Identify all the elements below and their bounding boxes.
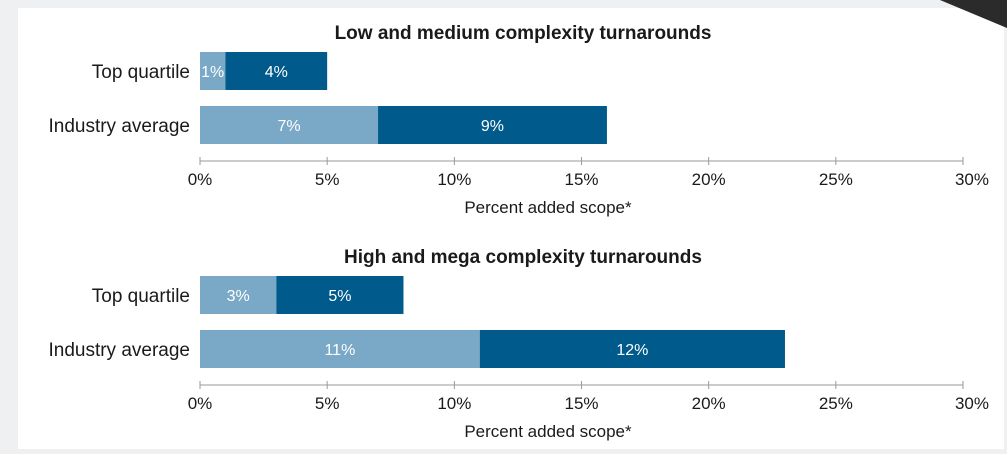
x-tick-label: 5% (315, 394, 340, 413)
bar-value-label: 5% (328, 288, 351, 305)
category-label: Industry average (48, 116, 190, 137)
x-axis-title: Percent added scope* (464, 198, 632, 217)
bar-value-label: 3% (227, 288, 250, 305)
x-tick-label: 0% (188, 394, 213, 413)
x-tick-label: 0% (188, 170, 213, 189)
bar-segment (200, 276, 277, 314)
bar-segment (225, 52, 328, 90)
bar-segment (200, 330, 480, 368)
x-tick-label: 15% (564, 170, 598, 189)
chart-title: Low and medium complexity turnarounds (335, 23, 712, 44)
bar-value-label: 7% (277, 118, 300, 135)
x-tick-label: 10% (437, 394, 471, 413)
x-tick-label: 25% (819, 170, 853, 189)
category-label: Top quartile (92, 62, 190, 83)
bar-segment (200, 52, 226, 90)
bar-value-label: 11% (324, 342, 355, 359)
chart-panel-2: High and mega complexity turnarounds Top … (48, 247, 989, 441)
category-label: Industry average (48, 340, 190, 361)
bar-segment (479, 330, 785, 368)
bar-value-label: 4% (265, 64, 288, 81)
bar-segment (378, 106, 607, 144)
bar-value-label: 1% (201, 64, 224, 81)
x-tick-label: 30% (955, 170, 989, 189)
chart-title: High and mega complexity turnarounds (344, 247, 702, 268)
bar-value-label: 9% (481, 118, 504, 135)
x-tick-label: 5% (315, 170, 340, 189)
bar-value-label: 12% (616, 342, 648, 359)
x-tick-label: 10% (437, 170, 471, 189)
category-label: Top quartile (92, 286, 190, 307)
x-tick-label: 20% (692, 394, 726, 413)
chart-panel-1: Low and medium complexity turnarounds Top… (48, 23, 989, 217)
x-tick-label: 30% (955, 394, 989, 413)
corner-fold (940, 0, 1007, 28)
x-tick-label: 15% (564, 394, 598, 413)
x-axis-title: Percent added scope* (464, 422, 632, 441)
x-tick-label: 25% (819, 394, 853, 413)
bar-segment (276, 276, 404, 314)
chart-frame (18, 8, 1004, 449)
bar-segment (200, 106, 379, 144)
x-tick-label: 20% (692, 170, 726, 189)
